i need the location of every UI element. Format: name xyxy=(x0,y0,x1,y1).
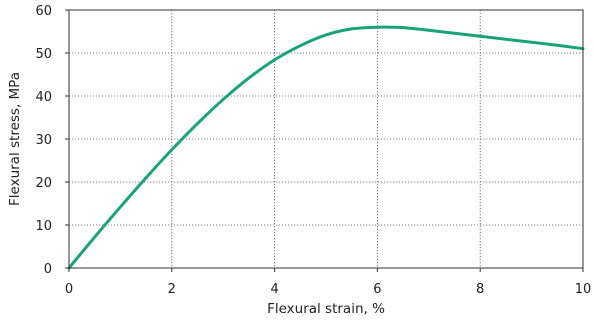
x-tick-label-4: 8 xyxy=(476,282,484,297)
axes xyxy=(65,9,584,272)
plot-frame xyxy=(68,9,584,269)
grid xyxy=(69,10,583,268)
y-axis-title: Flexural stress, MPa xyxy=(7,72,23,206)
y-tick-label-1: 10 xyxy=(35,219,52,234)
y-tick-label-6: 60 xyxy=(35,4,52,19)
y-tick-label-5: 50 xyxy=(35,47,52,62)
y-tick-label-2: 20 xyxy=(35,176,52,191)
x-axis-title: Flexural strain, % xyxy=(267,301,385,317)
tick-labels: 0 2 4 6 8 10 0 10 20 30 40 50 60 xyxy=(35,4,591,297)
y-tick-label-3: 30 xyxy=(35,133,52,148)
series-line-0 xyxy=(67,25,585,270)
x-tick-label-0: 0 xyxy=(65,282,73,297)
y-tick-label-4: 40 xyxy=(35,90,52,105)
series-layer xyxy=(67,25,585,270)
x-tick-label-1: 2 xyxy=(168,282,176,297)
x-tick-label-5: 10 xyxy=(575,282,592,297)
y-tick-label-0: 0 xyxy=(44,262,52,277)
x-tick-label-2: 4 xyxy=(270,282,278,297)
x-tick-label-3: 6 xyxy=(373,282,381,297)
